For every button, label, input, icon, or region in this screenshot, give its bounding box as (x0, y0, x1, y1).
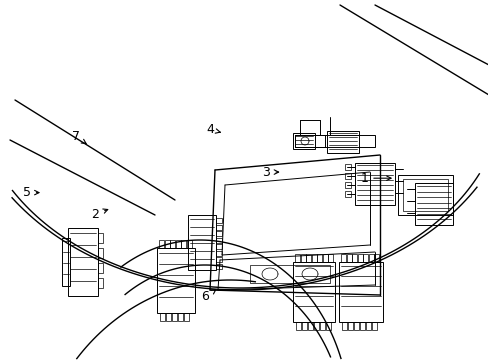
Bar (347, 322, 352, 330)
Bar (300, 254, 305, 262)
Bar (338, 262, 382, 322)
Bar (357, 254, 362, 262)
Bar (345, 173, 350, 179)
Bar (294, 135, 325, 147)
Text: 2: 2 (91, 208, 107, 221)
Bar (345, 182, 350, 188)
Bar (175, 240, 180, 248)
Bar (98, 263, 103, 273)
Text: 1: 1 (360, 172, 390, 185)
Bar (371, 322, 376, 330)
Bar (98, 248, 103, 258)
Bar (216, 251, 222, 256)
Bar (365, 322, 370, 330)
Bar (294, 135, 374, 147)
Text: 6: 6 (201, 289, 215, 303)
Bar (164, 240, 169, 248)
Bar (397, 175, 452, 215)
Text: 5: 5 (23, 186, 39, 199)
Bar (302, 322, 306, 330)
Bar (345, 164, 350, 170)
Bar (316, 254, 321, 262)
Bar (157, 248, 195, 313)
Bar (183, 313, 189, 321)
Bar (294, 254, 299, 262)
Bar (249, 265, 329, 283)
Text: 3: 3 (262, 166, 278, 179)
Bar (187, 215, 216, 270)
Bar (353, 322, 358, 330)
Bar (346, 254, 351, 262)
Bar (402, 179, 447, 211)
Bar (216, 264, 222, 269)
Bar (170, 240, 175, 248)
Bar (368, 254, 373, 262)
Bar (68, 228, 98, 296)
Bar (322, 254, 327, 262)
Bar (341, 322, 346, 330)
Bar (326, 131, 358, 153)
Bar (178, 313, 183, 321)
Bar (359, 322, 364, 330)
Bar (216, 218, 222, 223)
Bar (340, 254, 346, 262)
Bar (414, 183, 452, 225)
Bar (311, 254, 316, 262)
Bar (354, 163, 394, 205)
Bar (292, 133, 314, 149)
Bar (327, 254, 332, 262)
Bar (307, 322, 312, 330)
Bar (292, 262, 334, 322)
Bar (305, 254, 310, 262)
Bar (216, 238, 222, 243)
Text: 4: 4 (206, 123, 220, 136)
Bar (351, 254, 356, 262)
Bar (345, 191, 350, 197)
Bar (98, 233, 103, 243)
Bar (181, 240, 185, 248)
Bar (362, 254, 367, 262)
Bar (216, 244, 222, 249)
Bar (319, 322, 325, 330)
Bar (172, 313, 177, 321)
Bar (325, 322, 330, 330)
Bar (186, 240, 191, 248)
Bar (216, 231, 222, 236)
Bar (159, 240, 163, 248)
Bar (165, 313, 171, 321)
Bar (62, 238, 70, 286)
Bar (373, 254, 378, 262)
Bar (295, 322, 301, 330)
Text: 7: 7 (72, 130, 86, 144)
Bar (216, 225, 222, 230)
Bar (98, 278, 103, 288)
Bar (160, 313, 164, 321)
Bar (216, 257, 222, 262)
Bar (313, 322, 318, 330)
